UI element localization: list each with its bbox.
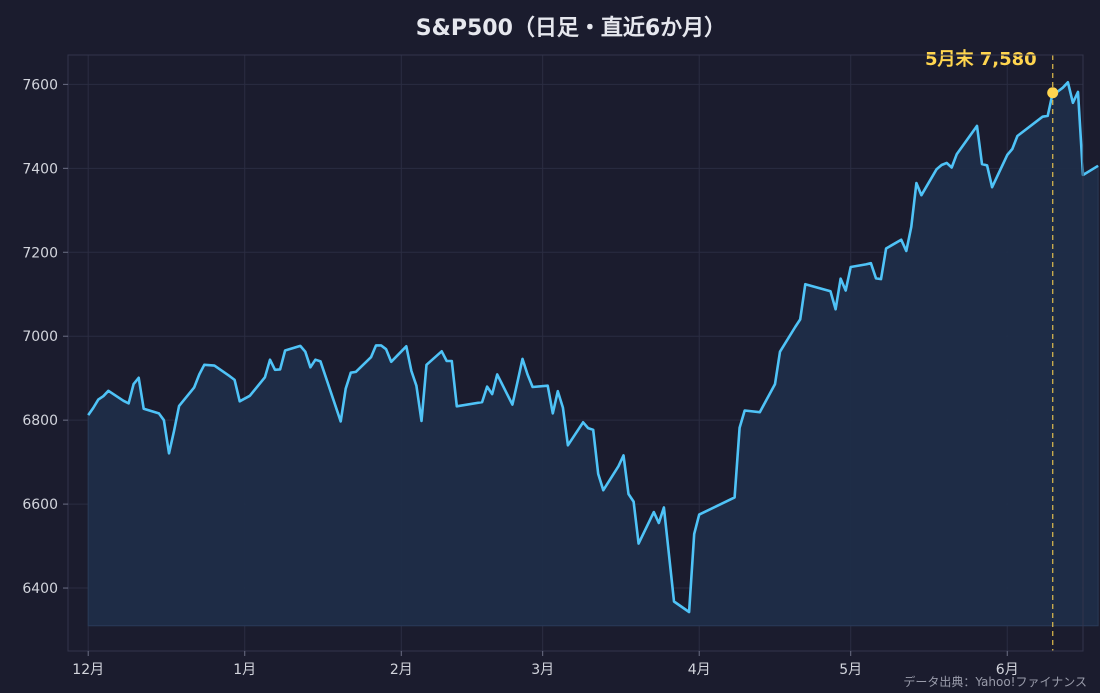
- y-tick-label: 7600: [22, 77, 58, 93]
- x-tick-label: 2月: [390, 662, 413, 678]
- x-tick-label: 5月: [839, 662, 862, 678]
- data-source-note: データ出典：Yahoo!ファイナンス: [903, 674, 1087, 689]
- month-end-annotation: 5月末 7,580: [925, 48, 1037, 70]
- chart-title: S&P500（日足・直近6か月）: [416, 15, 726, 41]
- x-tick-label: 1月: [233, 662, 256, 678]
- price-line: [87, 81, 1099, 614]
- x-tick-label: 12月: [72, 662, 104, 678]
- plot-frame: [67, 54, 1084, 652]
- x-tick-label: 6月: [996, 662, 1019, 678]
- y-tick-label: 7400: [22, 161, 58, 177]
- x-axis-ticks: 12月 1月 2月 3月 4月 5月 6月: [72, 651, 1019, 678]
- y-axis-ticks: 6400 6600 6800 7000 7200 7400 7600: [22, 77, 68, 597]
- x-tick-label: 3月: [531, 662, 554, 678]
- x-tick-label: 4月: [688, 662, 711, 678]
- month-end-point: [1047, 87, 1059, 99]
- y-tick-label: 6400: [22, 581, 58, 597]
- y-tick-label: 6800: [22, 413, 58, 429]
- y-tick-label: 7200: [22, 245, 58, 261]
- y-tick-label: 7000: [22, 329, 58, 345]
- y-tick-label: 6600: [22, 497, 58, 513]
